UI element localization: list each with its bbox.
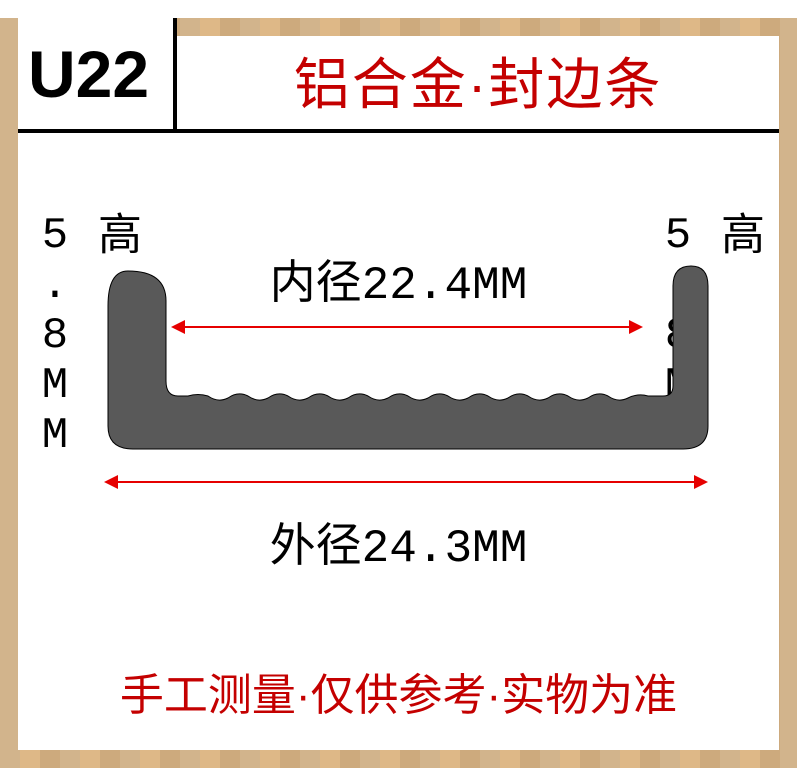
model-code-box: U22 — [18, 18, 177, 133]
header: U22 铝合金·封边条 — [18, 18, 779, 133]
product-title: 铝合金·封边条 — [177, 18, 779, 121]
diagram-area: 高5.8MM 高5.8MM 内径22.4MM 外径24.3MM — [18, 151, 779, 631]
footer-note: 手工测量·仅供参考·实物为准 — [18, 659, 779, 723]
outer-diameter-arrow — [106, 481, 706, 483]
model-code: U22 — [28, 41, 149, 107]
outer-diameter-label: 外径24.3MM — [18, 509, 779, 575]
inner-diameter-arrow — [173, 326, 641, 328]
inner-diameter-label: 内径22.4MM — [18, 246, 779, 312]
